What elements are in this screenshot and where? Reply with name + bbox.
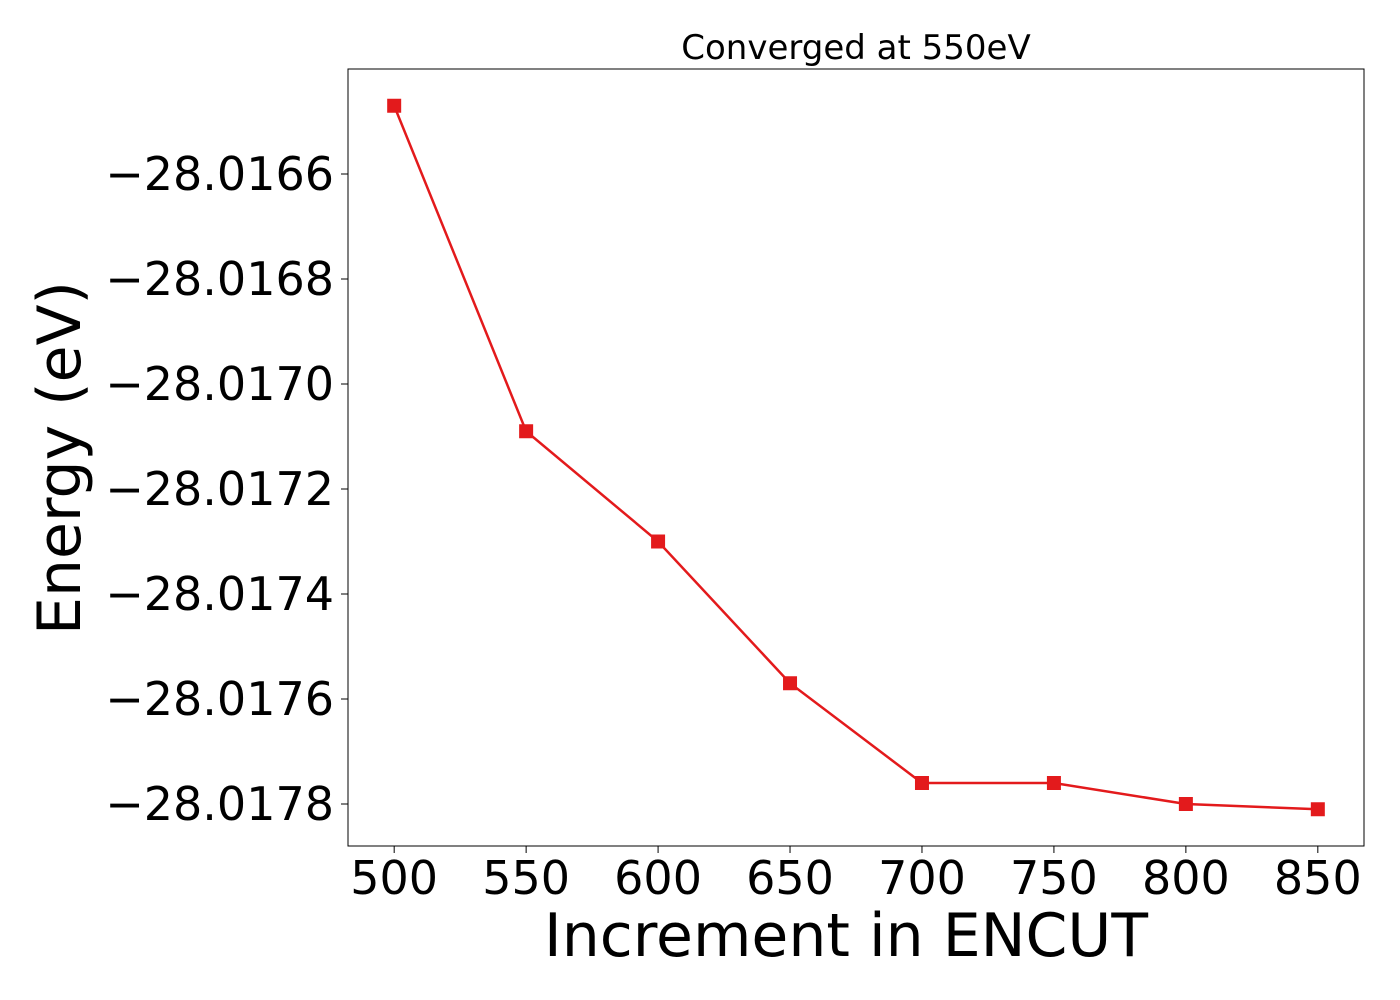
x-axis-label: Increment in ENCUT [544,901,1148,971]
y-tick-label: −28.0168 [105,252,334,306]
y-tick-label: −28.0178 [105,777,334,831]
plot-frame [347,68,1365,847]
x-tick-label: 600 [614,851,702,905]
series-line [393,105,1318,811]
data-point-marker [651,534,666,549]
data-point-marker [1310,802,1325,817]
series-group [387,98,1325,817]
data-point-marker [783,676,798,691]
x-tick-label: 750 [1010,851,1098,905]
data-point-marker [519,424,534,439]
data-point-marker [1178,797,1193,811]
x-tick-label: 800 [1142,851,1230,905]
data-point-marker [387,98,402,113]
y-tick-label: −28.0174 [105,567,334,621]
y-tick-label: −28.0172 [105,462,334,516]
x-tick-label: 700 [878,851,966,905]
y-tick-label: −28.0176 [105,672,334,726]
x-tick-label: 650 [746,851,834,905]
y-tick-label: −28.0166 [105,147,334,201]
y-tick-label: −28.0170 [105,357,334,411]
data-point-marker [914,776,929,790]
y-axis-label: Energy (eV) [25,281,95,635]
x-tick-label: 550 [482,851,570,905]
chart-title: Converged at 550eV [681,28,1030,68]
x-tick-label: 500 [350,851,438,905]
y-axis-ticks: −28.0166 −28.0168 −28.0170 −28.0172 −28.0174… [105,147,348,831]
x-tick-label: 850 [1274,851,1362,905]
x-axis-ticks: 500 550 600 650 700 750 800 850 [350,846,1362,905]
data-point-marker [1046,776,1061,790]
